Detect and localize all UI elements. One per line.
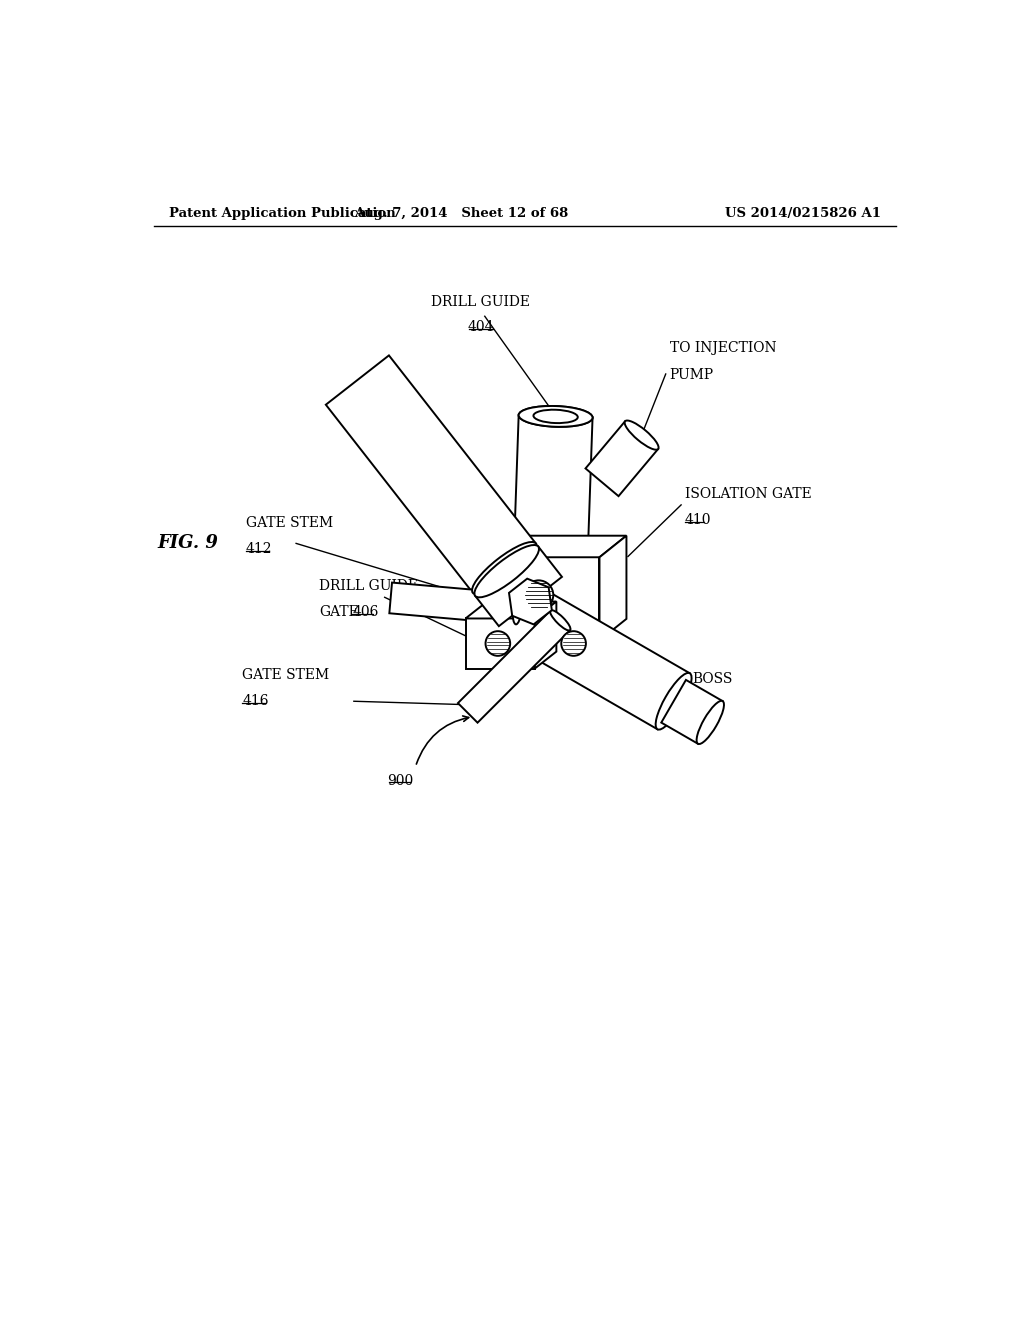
Polygon shape <box>535 602 556 668</box>
Polygon shape <box>485 536 627 557</box>
Ellipse shape <box>524 581 553 610</box>
Polygon shape <box>466 602 556 619</box>
Ellipse shape <box>513 594 522 624</box>
Ellipse shape <box>472 543 537 594</box>
Polygon shape <box>511 589 690 729</box>
Text: PUMP: PUMP <box>670 368 714 381</box>
Ellipse shape <box>474 545 539 598</box>
Text: GATE: GATE <box>319 605 359 619</box>
Text: GATE STEM: GATE STEM <box>243 668 330 682</box>
Polygon shape <box>586 421 658 496</box>
Text: BOSS: BOSS <box>692 672 733 686</box>
Polygon shape <box>475 546 562 626</box>
Ellipse shape <box>696 701 724 744</box>
Text: Aug. 7, 2014   Sheet 12 of 68: Aug. 7, 2014 Sheet 12 of 68 <box>354 207 568 220</box>
Polygon shape <box>509 578 552 624</box>
Text: 406: 406 <box>352 605 379 619</box>
Ellipse shape <box>534 409 578 424</box>
Text: 412: 412 <box>246 543 272 556</box>
Ellipse shape <box>561 631 586 656</box>
Polygon shape <box>326 355 536 593</box>
Text: DRILL GUIDE: DRILL GUIDE <box>431 294 530 309</box>
Ellipse shape <box>625 421 658 450</box>
Text: TO INJECTION: TO INJECTION <box>670 341 776 355</box>
Ellipse shape <box>550 610 570 631</box>
Ellipse shape <box>485 631 510 656</box>
Polygon shape <box>389 582 518 624</box>
Polygon shape <box>466 619 535 668</box>
Text: COLLET: COLLET <box>350 383 410 397</box>
Ellipse shape <box>655 673 691 730</box>
Polygon shape <box>458 611 570 722</box>
Text: 402: 402 <box>350 409 377 422</box>
Polygon shape <box>662 680 723 743</box>
Polygon shape <box>485 557 599 640</box>
Ellipse shape <box>519 407 593 426</box>
Text: GATE STEM: GATE STEM <box>246 516 333 531</box>
Polygon shape <box>599 536 627 640</box>
Text: DRILL GUIDE: DRILL GUIDE <box>319 579 418 594</box>
Text: US 2014/0215826 A1: US 2014/0215826 A1 <box>725 207 882 220</box>
Text: 312: 312 <box>692 697 719 711</box>
Ellipse shape <box>519 407 593 426</box>
Text: Patent Application Publication: Patent Application Publication <box>169 207 396 220</box>
Text: ISOLATION GATE: ISOLATION GATE <box>685 487 812 502</box>
Text: 404: 404 <box>468 321 495 334</box>
Polygon shape <box>512 414 593 595</box>
Text: 900: 900 <box>387 775 414 788</box>
Text: FIG. 9: FIG. 9 <box>158 535 219 552</box>
Text: 416: 416 <box>243 693 268 708</box>
Text: 410: 410 <box>685 512 712 527</box>
